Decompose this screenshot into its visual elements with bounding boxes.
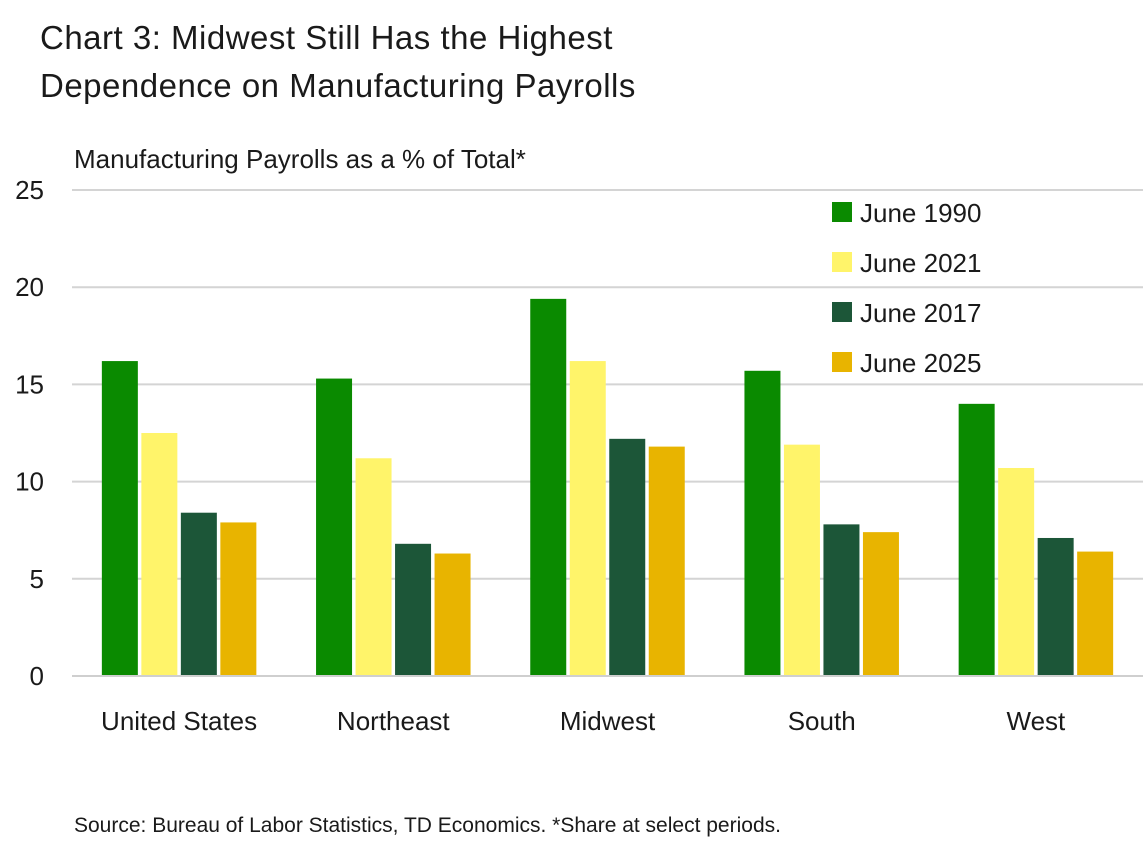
bar-south-june-2017	[823, 524, 860, 676]
x-tick-label-northeast: Northeast	[337, 706, 450, 736]
bar-south-june-2021	[783, 444, 820, 676]
source-note: Source: Bureau of Labor Statistics, TD E…	[74, 814, 781, 837]
legend-swatch-june-2017	[832, 302, 852, 322]
y-tick-label-20: 20	[15, 272, 44, 302]
chart-title: Chart 3: Midwest Still Has the Highest D…	[40, 14, 636, 110]
bar-united-states-june-2025	[220, 522, 257, 676]
legend-swatch-june-2021	[832, 252, 852, 272]
bar-united-states-june-2017	[180, 512, 217, 676]
bar-midwest-june-1990	[530, 298, 567, 676]
chart-title-line-2: Dependence on Manufacturing Payrolls	[40, 67, 636, 104]
x-tick-label-south: South	[788, 706, 856, 736]
y-tick-label-25: 25	[15, 175, 44, 205]
bar-midwest-june-2017	[609, 438, 646, 676]
y-tick-label-5: 5	[30, 564, 44, 594]
bar-northeast-june-2017	[395, 543, 432, 676]
bar-northeast-june-1990	[316, 378, 353, 676]
bar-south-june-1990	[744, 370, 781, 676]
bar-united-states-june-1990	[101, 361, 138, 676]
y-tick-label-10: 10	[15, 467, 44, 497]
bar-northeast-june-2025	[434, 553, 471, 676]
bar-midwest-june-2025	[648, 446, 685, 676]
x-tick-label-united-states: United States	[101, 706, 257, 736]
legend-label-june-2021: June 2021	[860, 248, 981, 278]
y-tick-label-15: 15	[15, 369, 44, 399]
legend-swatch-june-2025	[832, 352, 852, 372]
y-tick-label-0: 0	[30, 661, 44, 691]
legend-label-june-2017: June 2017	[860, 298, 981, 328]
bar-northeast-june-2021	[355, 458, 392, 676]
bar-west-june-2021	[998, 467, 1035, 676]
bar-west-june-2025	[1077, 551, 1114, 676]
bar-west-june-2017	[1037, 537, 1074, 676]
x-tick-label-midwest: Midwest	[560, 706, 656, 736]
bar-midwest-june-2021	[569, 361, 606, 676]
bar-united-states-june-2021	[141, 433, 178, 676]
y-axis-label: Manufacturing Payrolls as a % of Total*	[74, 144, 526, 174]
bar-west-june-1990	[958, 403, 995, 676]
chart-title-line-1: Chart 3: Midwest Still Has the Highest	[40, 19, 613, 56]
legend-label-june-1990: June 1990	[860, 198, 981, 228]
x-tick-label-west: West	[1007, 706, 1067, 736]
legend-swatch-june-1990	[832, 202, 852, 222]
bar-south-june-2025	[862, 532, 899, 676]
legend-label-june-2025: June 2025	[860, 348, 981, 378]
